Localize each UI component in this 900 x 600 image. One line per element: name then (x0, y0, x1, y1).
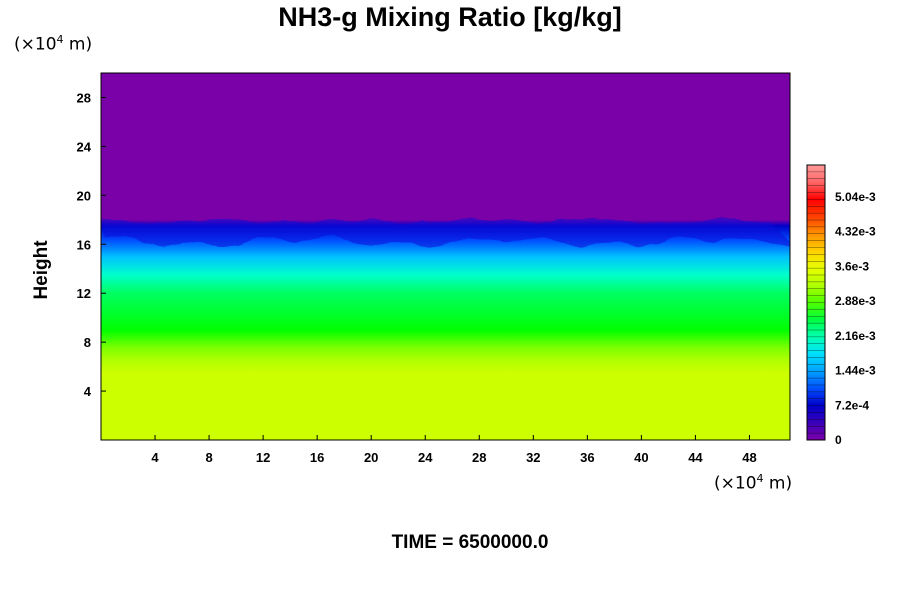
x-tick-label: 28 (472, 450, 486, 465)
y-tick-label: 24 (77, 139, 92, 154)
y-tick: 20 (77, 188, 106, 203)
x-tick: 8 (205, 435, 213, 465)
colorbar-label: 5.04e-3 (835, 190, 876, 204)
x-tick-label: 40 (634, 450, 648, 465)
colorbar-label: 2.16e-3 (835, 329, 876, 343)
x-tick-label: 4 (151, 450, 159, 465)
y-tick: 8 (84, 335, 106, 350)
colorbar-label: 7.2e-4 (835, 398, 869, 412)
colorbar-frame (806, 164, 826, 441)
x-tick-label: 36 (580, 450, 594, 465)
y-tick: 12 (77, 286, 106, 301)
y-tick: 24 (77, 139, 106, 154)
x-tick: 44 (688, 435, 703, 465)
x-tick-label: 32 (526, 450, 540, 465)
y-tick: 16 (77, 237, 106, 252)
x-axis-unit-label: (×104 m) (714, 472, 793, 494)
x-tick: 20 (364, 435, 378, 465)
x-tick: 4 (151, 435, 159, 465)
y-tick-label: 28 (77, 90, 91, 105)
colorbar: 0 7.2e-4 1.44e-3 2.16e-3 2.88e-3 3.6e-3 4.32e-… (806, 164, 876, 447)
x-tick: 16 (310, 435, 324, 465)
y-tick-label: 12 (77, 286, 91, 301)
tropopause-edge-band (101, 217, 790, 248)
time-label: TIME = 6500000.0 (391, 532, 549, 553)
colorbar-label: 3.6e-3 (835, 259, 869, 273)
y-tick-label: 8 (84, 335, 91, 350)
y-tick: 4 (84, 384, 106, 399)
x-tick-label: 20 (364, 450, 378, 465)
x-tick: 48 (742, 435, 757, 465)
plot-area (100, 72, 791, 441)
colorbar-label: 4.32e-3 (835, 225, 876, 239)
y-tick-label: 16 (77, 237, 91, 252)
x-tick-label: 12 (256, 450, 270, 465)
x-axis: 4 8 12 16 20 24 28 32 36 40 44 48 (151, 435, 757, 465)
colorbar-label: 2.88e-3 (835, 294, 876, 308)
x-tick-label: 8 (205, 450, 212, 465)
y-tick-label: 20 (77, 188, 91, 203)
x-tick: 28 (472, 435, 487, 465)
chart-title: NH3-g Mixing Ratio [kg/kg] (278, 2, 622, 32)
y-tick: 28 (77, 90, 106, 105)
x-tick-label: 48 (742, 450, 756, 465)
x-tick-label: 24 (418, 450, 433, 465)
x-tick-label: 16 (310, 450, 324, 465)
x-tick-label: 44 (688, 450, 703, 465)
colorbar-label: 0 (835, 433, 842, 447)
colorbar-label: 1.44e-3 (835, 364, 876, 378)
x-tick: 32 (526, 435, 541, 465)
y-tick-label: 4 (84, 384, 92, 399)
y-axis-unit-label: (×104 m) (14, 33, 93, 55)
x-tick: 12 (256, 435, 270, 465)
x-tick: 36 (580, 435, 595, 465)
plot-frame (100, 72, 791, 441)
mixing-ratio-field (101, 73, 790, 440)
x-tick: 40 (634, 435, 649, 465)
y-axis: 4 8 12 16 20 24 28 (77, 90, 106, 399)
x-tick: 24 (418, 435, 433, 465)
